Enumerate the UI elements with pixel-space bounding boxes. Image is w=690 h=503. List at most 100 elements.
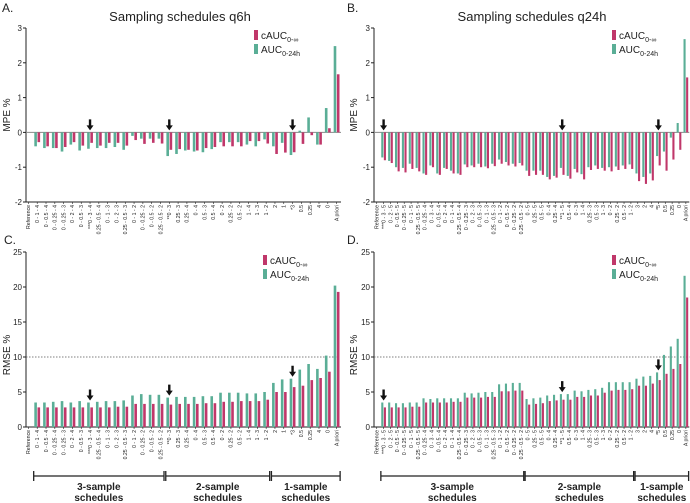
bar-auc: [95, 132, 99, 149]
x-tick-label: 0 - 2 - 4: [443, 205, 449, 223]
bar-cauc: [187, 132, 190, 150]
x-tick-label: 0.25: [308, 205, 314, 215]
bar-cauc: [528, 404, 531, 427]
bar-auc: [443, 398, 446, 427]
bar-cauc: [125, 406, 129, 427]
bar-auc: [559, 132, 562, 168]
y-tick-label: 20: [13, 283, 22, 292]
bar-cauc: [125, 132, 129, 146]
bar-auc: [525, 132, 528, 171]
legend-label: AUC0-24h: [270, 270, 309, 283]
bar-cauc: [336, 74, 340, 133]
x-tick-label: 1 - 4: [581, 430, 587, 440]
legend: cAUC0-∞AUC0-24h: [612, 30, 658, 58]
bar-cauc: [431, 132, 435, 168]
bar-cauc: [328, 371, 331, 427]
bar-auc: [166, 397, 169, 427]
bar-auc: [104, 401, 108, 427]
y-tick-label: 10: [361, 353, 370, 362]
bar-auc: [477, 392, 480, 427]
bar-auc: [272, 132, 275, 147]
x-tick-label: 0 - 1 - 4: [35, 430, 41, 448]
legend-label: AUC0-24h: [261, 45, 300, 58]
bar-cauc: [248, 401, 252, 427]
x-tick-label: 1 - 2: [264, 205, 270, 215]
bar-cauc: [213, 132, 217, 148]
y-tick-label: 25: [361, 248, 370, 257]
bar-cauc: [266, 399, 270, 427]
bar-cauc: [63, 407, 67, 427]
x-tick-label: 0 - 2 - 4: [70, 205, 76, 223]
x-tick-label: 0 - 0.5 - 4: [436, 205, 442, 227]
y-tick-label: 5: [18, 388, 23, 397]
x-tick-label: 0.5: [663, 205, 669, 212]
y-tick-label: 1: [366, 94, 371, 103]
y-tick-label: 3: [18, 24, 23, 33]
bar-cauc: [90, 132, 93, 143]
legend-name: cAUC: [619, 256, 645, 267]
bar-auc: [456, 398, 459, 427]
bar-auc: [228, 392, 231, 427]
bar-cauc: [275, 392, 278, 427]
group-label: schedules: [281, 493, 330, 503]
bar-cauc: [72, 132, 76, 143]
bar-auc: [289, 132, 293, 156]
legend-swatch-auc: [254, 44, 258, 54]
legend-subscript: 0-24h: [291, 276, 309, 283]
bar-cauc: [404, 407, 407, 427]
x-tick-label: 0.25: [670, 205, 676, 215]
x-tick-label: 0.25 - 2: [615, 205, 621, 223]
y-tick-label: 5: [366, 388, 371, 397]
x-tick-label: 0 - 1 - 3: [484, 430, 490, 448]
bar-auc: [95, 401, 99, 427]
bar-auc: [175, 396, 178, 427]
bar-auc: [628, 382, 631, 427]
x-tick-label: 0 - 0.25 - 3: [464, 430, 470, 455]
bar-auc: [324, 355, 328, 427]
bar-auc: [104, 132, 108, 149]
bar-cauc: [55, 407, 58, 427]
bar-auc: [463, 392, 466, 427]
bar-auc: [307, 117, 310, 133]
bar-auc: [254, 393, 258, 427]
bar-auc: [131, 395, 134, 427]
bar-cauc: [480, 132, 483, 168]
bar-cauc: [686, 77, 689, 133]
x-tick-label: 0 - 2 - 3: [471, 430, 477, 448]
legend-swatch-auc: [612, 269, 616, 279]
bar-auc: [280, 379, 284, 427]
bar-cauc: [459, 401, 462, 427]
bar-auc: [676, 338, 679, 427]
bar-cauc: [658, 132, 661, 166]
x-tick-label: 0.25 - 0.5 - 2: [158, 430, 164, 460]
bar-auc: [316, 368, 319, 427]
bar-auc: [192, 396, 196, 427]
arrow-down-icon: [165, 119, 173, 131]
bar-cauc: [576, 396, 579, 427]
legend-name: AUC: [619, 45, 640, 56]
bar-cauc: [99, 132, 102, 146]
bar-auc: [594, 132, 597, 166]
y-tick-label: -1: [363, 163, 371, 172]
y-tick-label: 25: [13, 248, 22, 257]
x-tick-label: 0 - 2: [220, 430, 226, 440]
legend-name: AUC: [261, 45, 282, 56]
bar-cauc: [624, 132, 627, 169]
bar-cauc: [583, 396, 586, 427]
bar-auc: [580, 391, 583, 427]
x-tick-label: 0 - 4: [546, 205, 552, 215]
x-tick-label: 1 - 3: [601, 430, 607, 440]
bar-cauc: [187, 403, 190, 427]
bar-auc: [511, 382, 514, 427]
bar-auc: [388, 402, 391, 427]
bar-cauc: [493, 132, 496, 167]
x-tick-label: 0.25 - 2: [615, 430, 621, 448]
bar-auc: [69, 132, 73, 145]
bar-auc: [539, 132, 542, 171]
bar-auc: [525, 399, 528, 427]
bar-cauc: [319, 378, 322, 427]
bar-auc: [201, 132, 205, 153]
bar-cauc: [143, 403, 146, 427]
x-tick-label: 1 - 2: [264, 430, 270, 440]
